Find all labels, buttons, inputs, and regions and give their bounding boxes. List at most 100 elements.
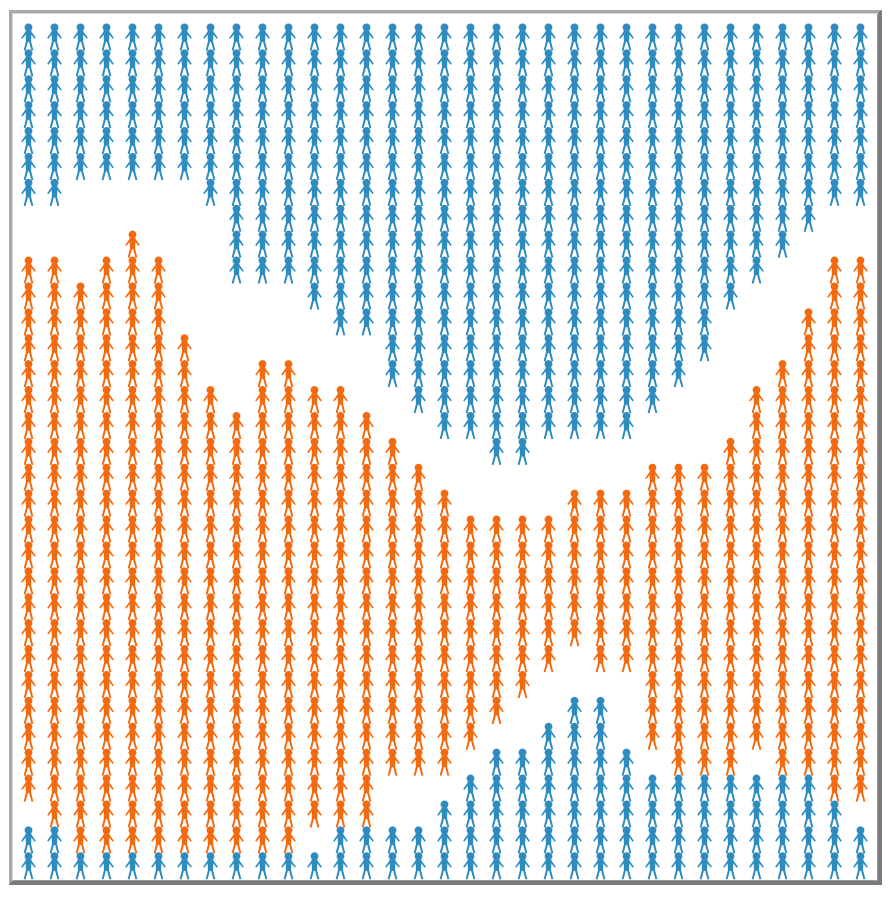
person-icon bbox=[281, 800, 296, 828]
person-icon bbox=[125, 515, 140, 543]
person-icon bbox=[151, 49, 166, 77]
person-icon bbox=[385, 593, 400, 621]
person-icon bbox=[255, 152, 270, 181]
person-icon bbox=[853, 334, 868, 362]
person-icon bbox=[827, 152, 842, 181]
person-icon bbox=[593, 774, 608, 802]
person-icon bbox=[853, 774, 868, 802]
person-icon bbox=[333, 152, 348, 181]
person-icon bbox=[515, 23, 530, 51]
person-icon bbox=[749, 49, 764, 77]
person-icon bbox=[255, 722, 270, 750]
person-icon bbox=[99, 541, 114, 569]
person-icon bbox=[515, 852, 530, 880]
person-icon bbox=[463, 411, 478, 440]
person-icon bbox=[307, 256, 322, 284]
person-icon bbox=[827, 619, 842, 647]
person-icon bbox=[281, 619, 296, 647]
person-icon bbox=[125, 360, 140, 388]
person-icon bbox=[47, 800, 62, 828]
person-icon bbox=[385, 360, 400, 388]
person-icon bbox=[853, 748, 868, 776]
person-icon bbox=[697, 826, 712, 854]
person-icon bbox=[619, 75, 634, 103]
person-icon bbox=[593, 204, 608, 232]
person-icon bbox=[619, 800, 634, 828]
person-icon bbox=[489, 852, 504, 880]
person-icon bbox=[853, 852, 868, 880]
person-icon bbox=[255, 489, 270, 517]
person-icon bbox=[671, 696, 686, 725]
person-icon bbox=[151, 774, 166, 802]
person-icon bbox=[411, 645, 426, 673]
person-icon bbox=[255, 748, 270, 776]
person-icon bbox=[801, 178, 816, 207]
person-icon bbox=[151, 541, 166, 569]
person-icon bbox=[515, 360, 530, 388]
person-icon bbox=[359, 282, 374, 310]
person-icon bbox=[203, 567, 218, 595]
person-icon bbox=[47, 645, 62, 673]
person-icon bbox=[671, 334, 686, 362]
person-icon bbox=[801, 386, 816, 414]
person-icon bbox=[775, 23, 790, 51]
person-icon bbox=[749, 178, 764, 207]
person-icon bbox=[827, 696, 842, 725]
person-icon bbox=[671, 101, 686, 129]
person-icon bbox=[333, 23, 348, 51]
person-icon bbox=[515, 101, 530, 129]
person-icon bbox=[567, 178, 582, 207]
person-icon bbox=[515, 386, 530, 414]
person-icon bbox=[177, 826, 192, 854]
person-icon bbox=[411, 204, 426, 232]
person-icon bbox=[47, 411, 62, 440]
person-icon bbox=[411, 489, 426, 517]
person-icon bbox=[385, 489, 400, 517]
person-icon bbox=[853, 619, 868, 647]
person-icon bbox=[125, 722, 140, 750]
person-icon bbox=[73, 800, 88, 828]
person-icon bbox=[567, 127, 582, 155]
person-icon bbox=[749, 23, 764, 51]
person-icon bbox=[671, 722, 686, 750]
person-icon bbox=[177, 541, 192, 569]
person-icon bbox=[645, 230, 660, 258]
person-icon bbox=[645, 282, 660, 310]
person-icon bbox=[307, 386, 322, 414]
person-icon bbox=[385, 748, 400, 776]
person-icon bbox=[749, 645, 764, 673]
person-icon bbox=[749, 515, 764, 543]
person-icon bbox=[671, 360, 686, 388]
person-icon bbox=[775, 152, 790, 181]
person-icon bbox=[619, 826, 634, 854]
person-icon bbox=[515, 127, 530, 155]
person-icon bbox=[697, 256, 712, 284]
person-icon bbox=[645, 593, 660, 621]
person-icon bbox=[411, 826, 426, 854]
person-icon bbox=[203, 489, 218, 517]
person-icon bbox=[255, 567, 270, 595]
person-icon bbox=[73, 696, 88, 725]
person-icon bbox=[645, 463, 660, 491]
person-icon bbox=[177, 437, 192, 466]
person-icon bbox=[463, 515, 478, 543]
person-icon bbox=[177, 152, 192, 181]
person-icon bbox=[229, 49, 244, 77]
person-icon bbox=[801, 75, 816, 103]
person-icon bbox=[463, 774, 478, 802]
person-icon bbox=[333, 515, 348, 543]
person-icon bbox=[723, 178, 738, 207]
person-icon bbox=[827, 670, 842, 699]
person-icon bbox=[151, 515, 166, 543]
person-icon bbox=[21, 256, 36, 284]
person-icon bbox=[307, 411, 322, 440]
person-icon bbox=[749, 541, 764, 569]
person-icon bbox=[125, 826, 140, 854]
person-icon bbox=[307, 282, 322, 310]
person-icon bbox=[775, 800, 790, 828]
person-icon bbox=[229, 619, 244, 647]
person-icon bbox=[47, 256, 62, 284]
person-icon bbox=[645, 619, 660, 647]
person-icon bbox=[385, 230, 400, 258]
person-icon bbox=[489, 230, 504, 258]
